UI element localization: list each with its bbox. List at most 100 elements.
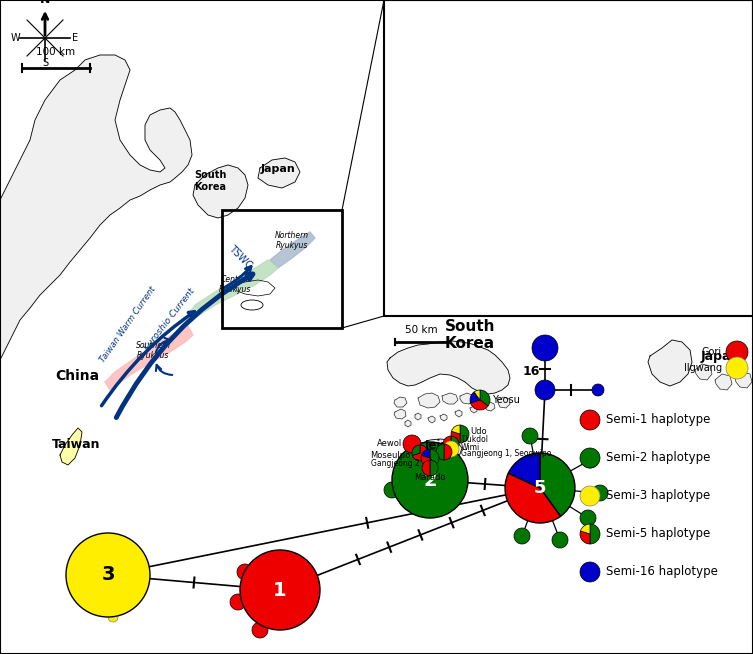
Wedge shape	[403, 435, 421, 453]
Text: 16: 16	[523, 365, 541, 378]
Wedge shape	[471, 400, 488, 410]
Polygon shape	[193, 165, 248, 218]
Wedge shape	[592, 384, 604, 396]
Polygon shape	[258, 158, 300, 188]
Wedge shape	[436, 444, 444, 460]
Wedge shape	[590, 524, 600, 544]
Wedge shape	[240, 550, 320, 630]
Polygon shape	[188, 260, 278, 318]
Text: 50 km: 50 km	[404, 325, 437, 335]
Text: 1: 1	[273, 581, 287, 600]
Polygon shape	[414, 439, 462, 460]
Wedge shape	[422, 449, 430, 458]
Polygon shape	[394, 409, 406, 419]
Text: 3: 3	[101, 566, 114, 585]
Wedge shape	[422, 460, 430, 476]
Wedge shape	[470, 392, 480, 403]
Polygon shape	[105, 326, 193, 390]
Wedge shape	[430, 449, 439, 465]
Text: Yeosu: Yeosu	[492, 395, 520, 405]
Polygon shape	[440, 414, 447, 421]
Wedge shape	[392, 442, 468, 518]
Wedge shape	[580, 531, 590, 544]
Polygon shape	[415, 413, 421, 420]
Text: Udo: Udo	[470, 428, 486, 436]
Text: 5: 5	[534, 479, 546, 497]
Text: E: E	[72, 33, 78, 43]
Polygon shape	[405, 420, 411, 427]
Wedge shape	[430, 460, 438, 476]
Text: Ilgwang: Ilgwang	[684, 363, 722, 373]
Wedge shape	[451, 436, 459, 452]
Text: TSWC: TSWC	[227, 243, 254, 270]
Text: Gangjeong 2: Gangjeong 2	[371, 458, 420, 468]
Wedge shape	[582, 452, 598, 468]
Wedge shape	[580, 448, 600, 468]
Wedge shape	[474, 390, 480, 400]
Wedge shape	[580, 410, 600, 430]
Wedge shape	[384, 482, 400, 498]
Wedge shape	[421, 455, 435, 467]
Wedge shape	[522, 428, 538, 444]
Wedge shape	[580, 486, 600, 506]
Polygon shape	[695, 364, 712, 380]
Polygon shape	[442, 393, 458, 404]
Wedge shape	[552, 532, 568, 548]
Polygon shape	[0, 55, 192, 654]
Polygon shape	[387, 341, 510, 394]
Text: Aewol: Aewol	[376, 439, 402, 449]
Wedge shape	[726, 341, 748, 363]
Wedge shape	[237, 564, 253, 580]
Wedge shape	[451, 431, 460, 443]
Wedge shape	[460, 425, 469, 443]
Text: Japan: Japan	[700, 350, 739, 363]
Polygon shape	[498, 397, 510, 408]
Text: Wimi: Wimi	[461, 443, 480, 451]
Wedge shape	[508, 453, 540, 488]
Text: Moseulpo: Moseulpo	[370, 451, 410, 460]
Text: 2: 2	[423, 470, 437, 489]
Text: Semi-16 haplotype: Semi-16 haplotype	[606, 566, 718, 579]
Text: Dukdol: Dukdol	[461, 436, 488, 445]
Text: Southern
Ryukyus: Southern Ryukyus	[136, 341, 170, 360]
Text: Semi-1 haplotype: Semi-1 haplotype	[606, 413, 710, 426]
Wedge shape	[592, 485, 608, 501]
Wedge shape	[443, 441, 459, 457]
Wedge shape	[252, 622, 268, 638]
Polygon shape	[460, 393, 473, 404]
Text: Gori: Gori	[702, 347, 722, 357]
Polygon shape	[455, 410, 462, 417]
Wedge shape	[532, 335, 558, 361]
Text: Semi-3 haplotype: Semi-3 haplotype	[606, 489, 710, 502]
Wedge shape	[580, 510, 596, 526]
Wedge shape	[108, 612, 118, 622]
Text: W: W	[11, 33, 20, 43]
Polygon shape	[485, 402, 495, 411]
Wedge shape	[726, 357, 748, 379]
Wedge shape	[413, 445, 428, 461]
Wedge shape	[230, 594, 246, 610]
Bar	[222, 210, 342, 328]
Polygon shape	[394, 397, 407, 407]
Text: Japan: Japan	[261, 164, 295, 174]
Polygon shape	[470, 406, 477, 413]
Wedge shape	[452, 425, 460, 434]
Text: Semi-2 haplotype: Semi-2 haplotype	[606, 451, 710, 464]
Text: Central
Ryukyus: Central Ryukyus	[219, 275, 252, 294]
Text: Taiwan Warm Current: Taiwan Warm Current	[99, 284, 157, 364]
Wedge shape	[535, 380, 555, 400]
Wedge shape	[480, 390, 490, 406]
Text: Taiwan: Taiwan	[52, 438, 100, 451]
Text: Kuroshio Current: Kuroshio Current	[143, 286, 197, 352]
Polygon shape	[735, 372, 752, 388]
Wedge shape	[444, 444, 452, 460]
Text: South
Korea: South Korea	[445, 318, 495, 351]
Wedge shape	[505, 473, 560, 523]
Text: China: China	[55, 369, 99, 383]
Text: Northern
Ryukyus: Northern Ryukyus	[275, 231, 309, 250]
Text: 100 km: 100 km	[36, 47, 75, 57]
Bar	[384, 0, 753, 316]
Polygon shape	[715, 374, 732, 390]
Wedge shape	[443, 436, 451, 452]
Text: S: S	[42, 58, 48, 68]
